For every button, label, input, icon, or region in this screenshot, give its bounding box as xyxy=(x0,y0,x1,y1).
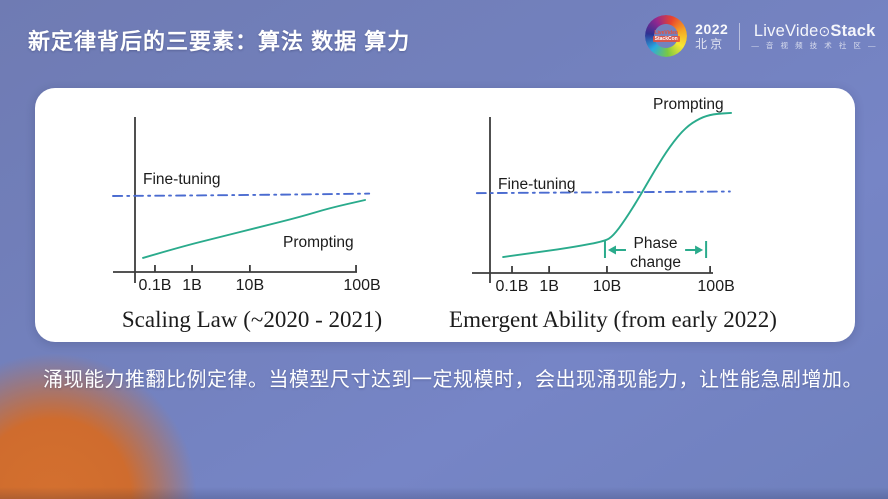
series-label-prompting: Prompting xyxy=(283,234,354,251)
phase-right-arrowhead xyxy=(695,245,704,255)
phase-change-label: change xyxy=(630,254,681,271)
conference-logo-text: LiveVideo StackCon xyxy=(652,30,680,42)
phase-left-arrowhead xyxy=(607,245,616,255)
series-label-fine-tuning: Fine-tuning xyxy=(143,171,221,188)
wordmark-text: LiveVide⊙Stack xyxy=(753,21,876,40)
target-o-icon: ⊙ xyxy=(818,22,831,39)
series-line-fine-tuning xyxy=(475,190,731,195)
conference-logo-icon: LiveVideo StackCon xyxy=(645,15,688,57)
phase-change-label: Phase xyxy=(634,235,678,252)
series-line-prompting xyxy=(142,199,367,259)
bottom-edge-shade xyxy=(0,487,888,499)
conference-year: 2022 xyxy=(695,21,729,37)
chart-caption: Emergent Ability (from early 2022) xyxy=(449,307,777,332)
series-line-fine-tuning xyxy=(112,192,371,197)
brand-tagline: — 音 视 频 技 术 社 区 — xyxy=(751,41,878,50)
chart-caption: Scaling Law (~2020 - 2021) xyxy=(122,307,382,332)
x-tick-label: 0.1B xyxy=(139,277,172,294)
x-tick-label: 100B xyxy=(343,277,380,294)
livevideostack-wordmark: LiveVide⊙Stack — 音 视 频 技 术 社 区 — xyxy=(751,21,878,50)
x-tick-label: 0.1B xyxy=(496,278,529,295)
brand-lockup: LiveVideo StackCon 2022 北京 LiveVide⊙Stac… xyxy=(645,15,878,57)
x-tick-label: 1B xyxy=(539,278,559,295)
x-tick-label: 100B xyxy=(697,278,734,295)
conference-year-city: 2022 北京 xyxy=(695,22,728,50)
series-label-fine-tuning: Fine-tuning xyxy=(498,176,576,193)
charts-canvas: 0.1B 1B 10B 100B Fine-tuning Prompting Scaling… xyxy=(112,96,777,332)
conference-city: 北京 xyxy=(695,37,726,51)
series-line-prompting xyxy=(502,111,733,258)
charts-card: 0.1B 1B 10B 100B Fine-tuning Prompting Scaling… xyxy=(35,88,855,342)
x-tick-label: 1B xyxy=(182,277,202,294)
slide-title: 新定律背后的三要素：算法 数据 算力 xyxy=(28,29,411,54)
slide-body-text: 涌现能力推翻比例定律。当模型尺寸达到一定规模时，会出现涌现能力，让性能急剧增加。 xyxy=(43,369,863,391)
brand-divider xyxy=(739,22,741,50)
x-tick-label: 10B xyxy=(593,278,621,295)
x-tick-label: 10B xyxy=(236,277,264,294)
series-label-prompting: Prompting xyxy=(653,96,724,113)
